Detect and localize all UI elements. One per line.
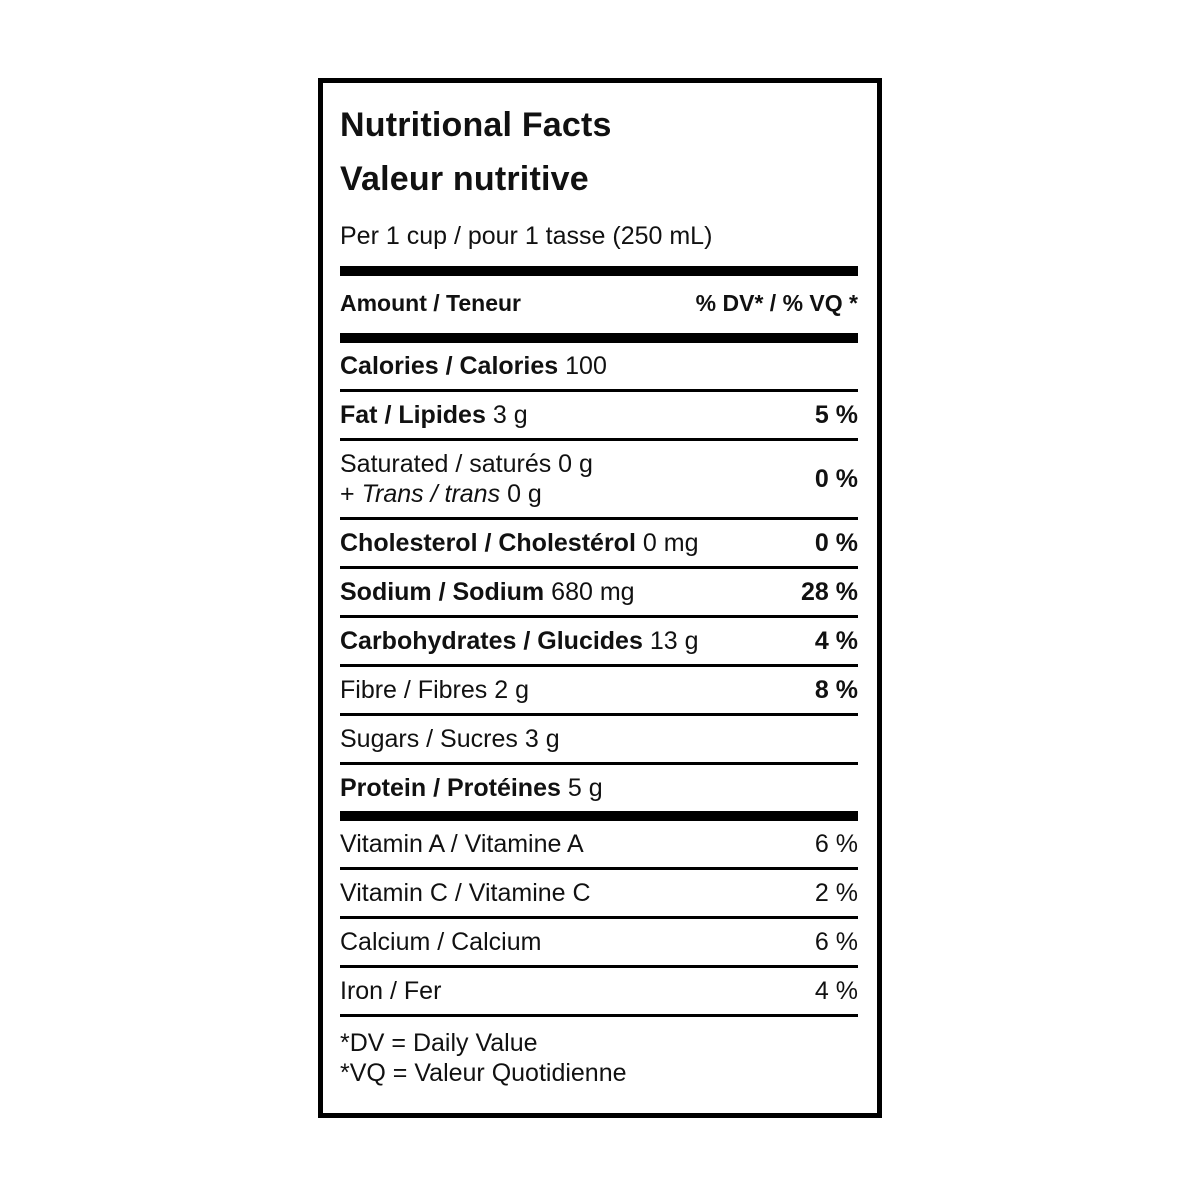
nutrient-label: Fat / Lipides 3 g — [340, 400, 528, 429]
nutrient-percent: 0 % — [814, 464, 858, 493]
nutrient-row-fat: Fat / Lipides 3 g 5 % — [340, 392, 858, 441]
nutrient-percent: 6 % — [814, 927, 858, 956]
micronutrient-row-vitamin-a: Vitamin A / Vitamine A 6 % — [340, 821, 858, 870]
nutrient-row-cholesterol: Cholesterol / Cholestérol 0 mg 0 % — [340, 520, 858, 569]
nutrient-label: Iron / Fer — [340, 976, 442, 1005]
nutrient-row-carbohydrates: Carbohydrates / Glucides 13 g 4 % — [340, 618, 858, 667]
micronutrient-row-vitamin-c: Vitamin C / Vitamine C 2 % — [340, 870, 858, 919]
nutrient-label: Saturated / saturés 0 g + Trans / trans 0 … — [340, 449, 593, 508]
nutrient-percent: 4 % — [814, 976, 858, 1005]
nutrient-percent: 28 % — [801, 577, 858, 606]
nutrient-label: Vitamin A / Vitamine A — [340, 829, 584, 858]
footnote-valeur-quotidienne: *VQ = Valeur Quotidienne — [340, 1058, 627, 1087]
nutrient-label: Sugars / Sucres 3 g — [340, 724, 560, 753]
daily-value-column-header: % DV* / % VQ * — [695, 289, 858, 316]
nutrient-percent: 0 % — [814, 528, 858, 557]
nutrient-label: Calcium / Calcium — [340, 927, 542, 956]
amount-column-header: Amount / Teneur — [340, 289, 522, 316]
label-title-french: Valeur nutritive — [340, 159, 589, 198]
nutrient-row-saturated-trans: Saturated / saturés 0 g + Trans / trans 0 … — [340, 441, 858, 520]
thick-rule-micronutrients — [340, 810, 858, 821]
nutrient-label: Carbohydrates / Glucides 13 g — [340, 626, 699, 655]
nutrient-row-sodium: Sodium / Sodium 680 mg 28 % — [340, 569, 858, 618]
thin-rule-footnotes — [340, 1013, 858, 1017]
micronutrient-row-iron: Iron / Fer 4 % — [340, 968, 858, 1014]
nutrient-row-sugars: Sugars / Sucres 3 g — [340, 716, 858, 765]
nutrient-row-calories: Calories / Calories 100 — [340, 343, 858, 392]
nutrient-label: Sodium / Sodium 680 mg — [340, 577, 635, 606]
thick-rule-header — [340, 332, 858, 343]
footnotes: *DV = Daily Value *VQ = Valeur Quotidien… — [340, 1017, 858, 1088]
nutrient-row-protein: Protein / Protéines 5 g — [340, 765, 858, 811]
nutrient-label: Calories / Calories 100 — [340, 351, 607, 380]
nutrient-percent: 5 % — [814, 400, 858, 429]
micronutrient-row-calcium: Calcium / Calcium 6 % — [340, 919, 858, 968]
nutrient-percent: 8 % — [814, 675, 858, 704]
label-title-english: Nutritional Facts — [340, 106, 612, 144]
nutrient-percent: 6 % — [814, 829, 858, 858]
nutrient-label: Protein / Protéines 5 g — [340, 773, 603, 802]
thick-rule-top — [340, 265, 858, 276]
nutrient-percent: 4 % — [814, 626, 858, 655]
nutrient-label: Fibre / Fibres 2 g — [340, 675, 530, 704]
nutrient-label: Cholesterol / Cholestérol 0 mg — [340, 528, 699, 557]
footnote-daily-value: *DV = Daily Value — [340, 1028, 538, 1057]
nutrient-percent: 2 % — [814, 878, 858, 907]
nutrition-facts-label: Nutritional Facts Valeur nutritive Per 1… — [318, 78, 882, 1118]
nutrient-row-fibre: Fibre / Fibres 2 g 8 % — [340, 667, 858, 716]
serving-size-text: Per 1 cup / pour 1 tasse (250 mL) — [340, 221, 713, 250]
column-header-row: Amount / Teneur % DV* / % VQ * — [340, 276, 858, 333]
nutrient-label: Vitamin C / Vitamine C — [340, 878, 591, 907]
